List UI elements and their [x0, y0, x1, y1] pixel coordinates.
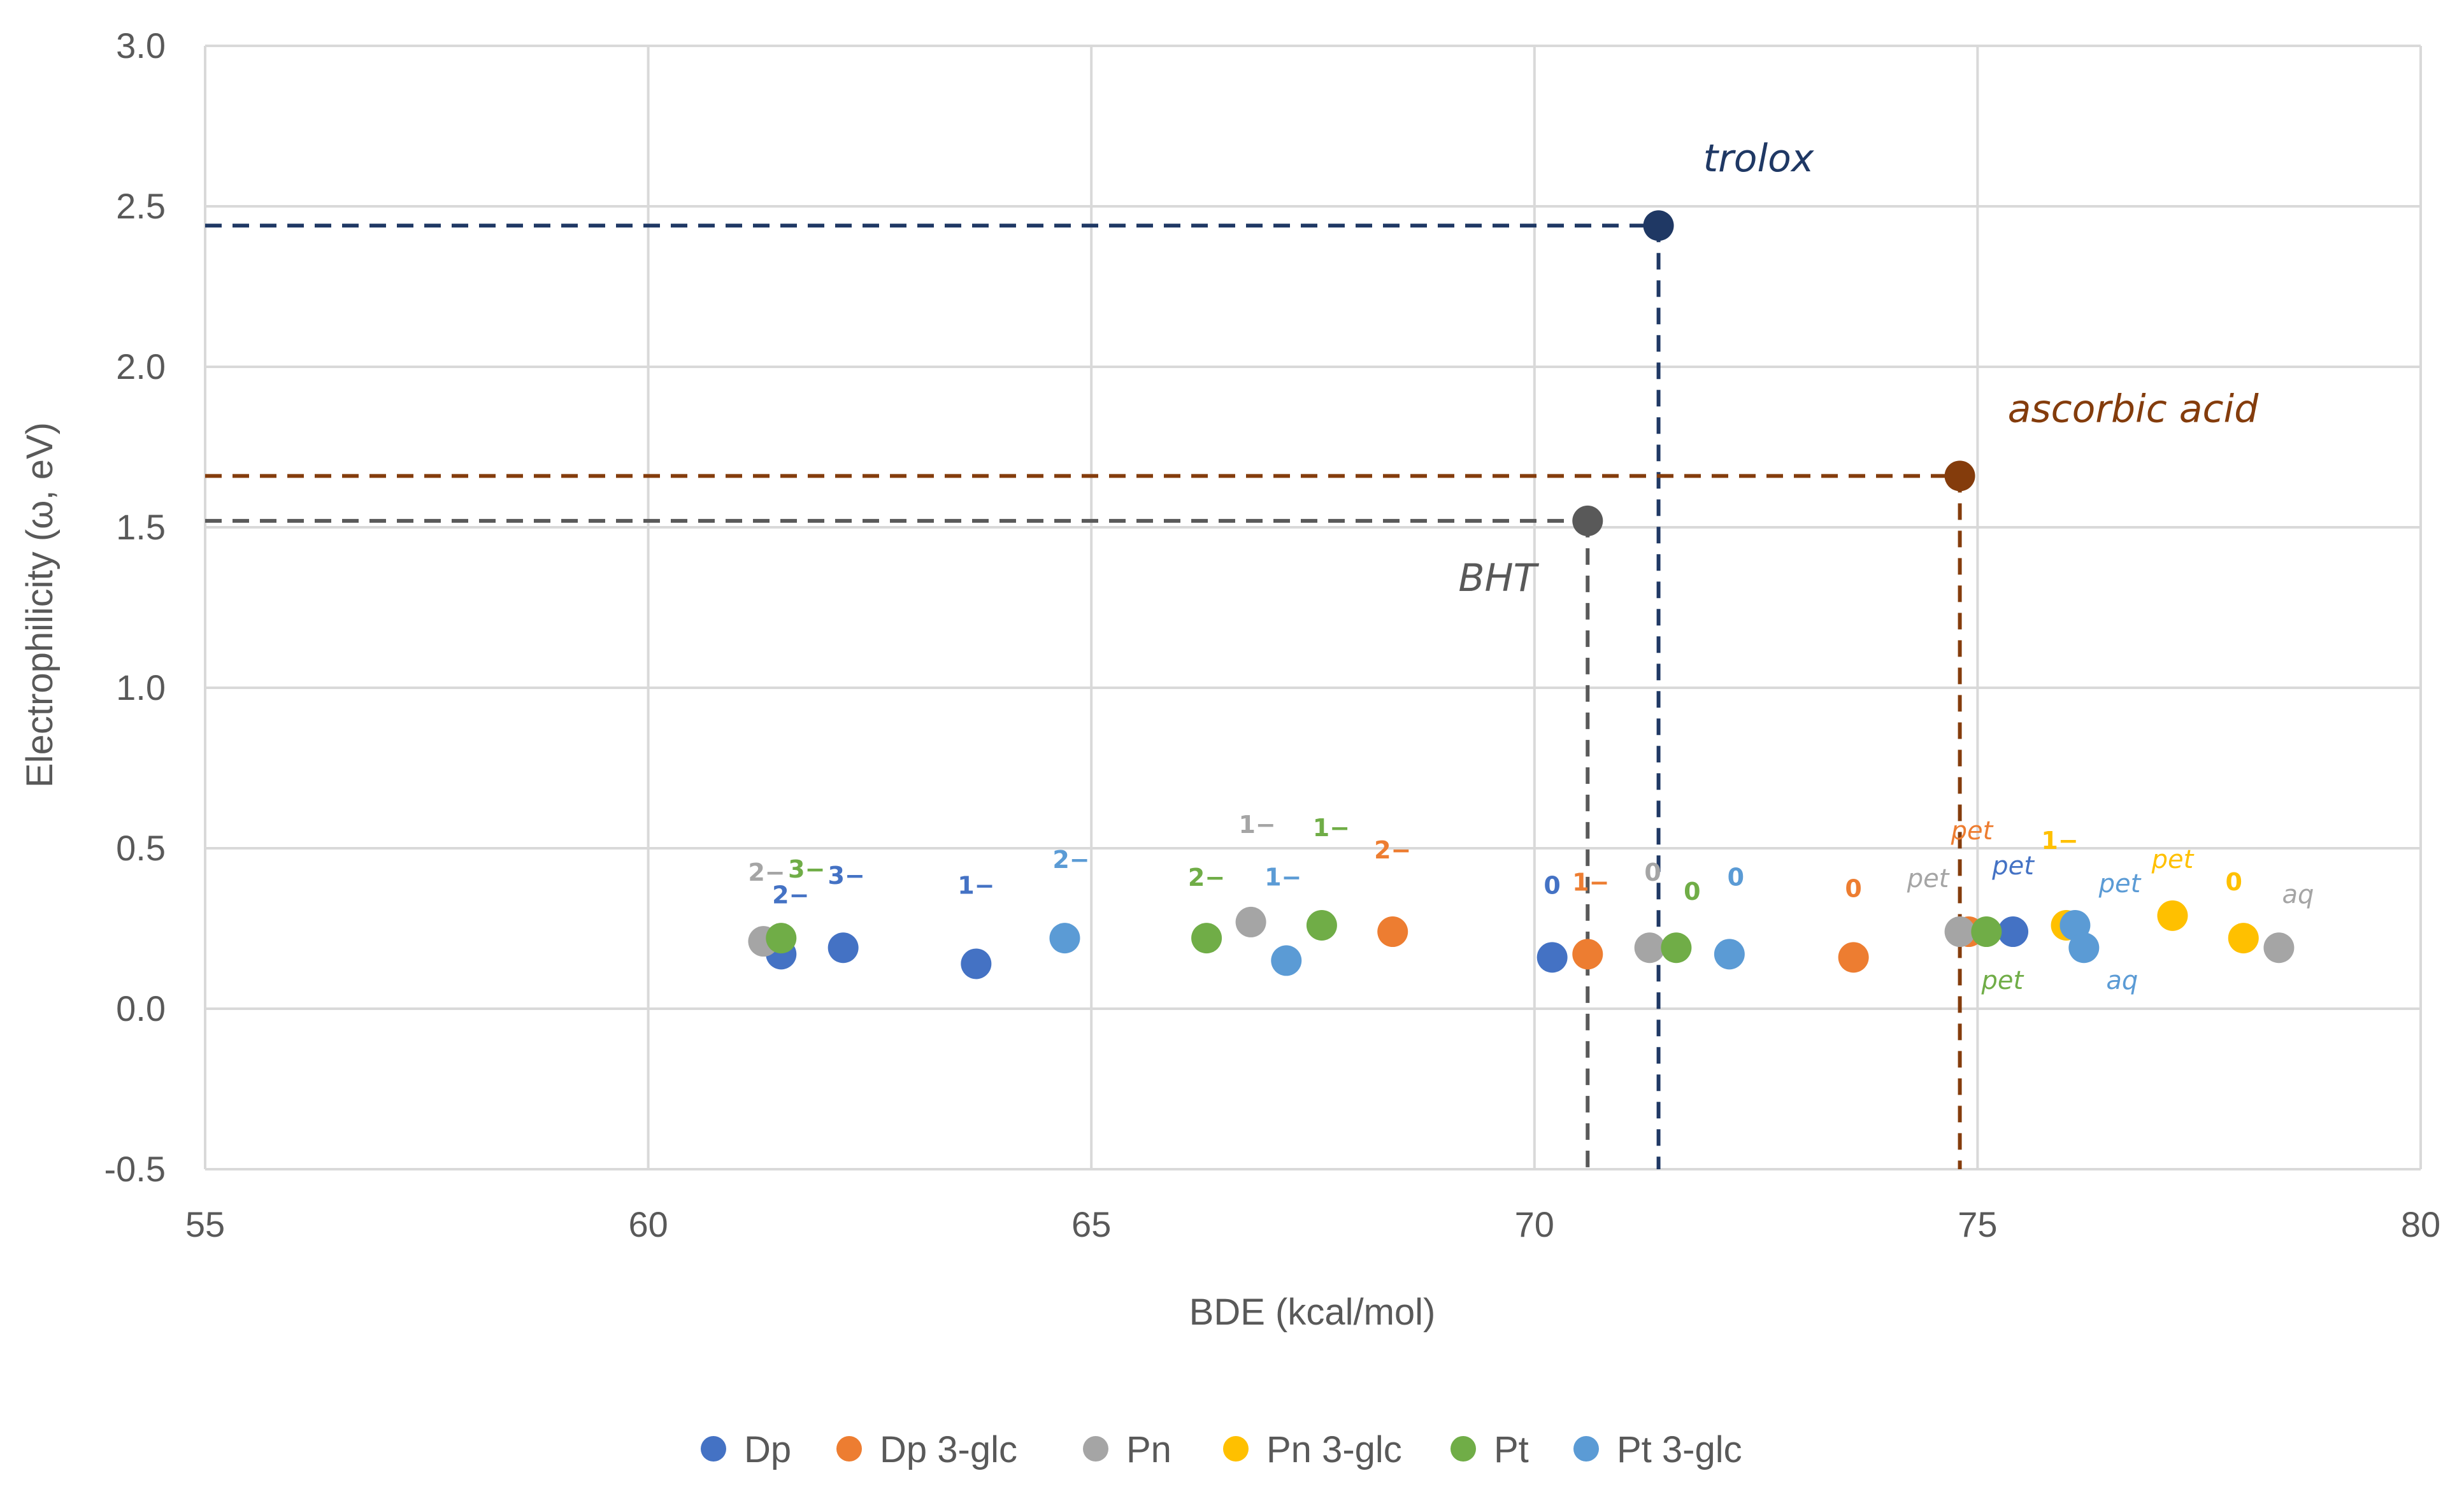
data-label: 0 [2226, 868, 2242, 896]
data-point [1572, 939, 1603, 970]
data-point [961, 948, 992, 979]
legend-item: Pt [1450, 1429, 1529, 1470]
data-label: 0 [1845, 874, 1861, 902]
x-tick-label: 70 [1515, 1204, 1554, 1244]
data-point [1235, 906, 1266, 937]
data-point [1998, 916, 2029, 948]
reference-label: trolox [1703, 136, 1814, 181]
data-point [1661, 932, 1692, 964]
legend-item: Dp 3-glc [836, 1429, 1017, 1470]
data-label: 2− [1188, 864, 1225, 892]
legend-item: Pn [1083, 1429, 1171, 1470]
legend-marker [1573, 1436, 1599, 1462]
x-axis-title: BDE (kcal/mol) [1189, 1291, 1436, 1333]
y-axis-title: Electrophilicity (ω, eV) [19, 422, 61, 788]
y-tick-label: 2.0 [116, 346, 166, 387]
data-label: 0 [1684, 878, 1700, 906]
y-tick-label: 1.0 [116, 667, 166, 708]
legend-label: Pt [1494, 1429, 1529, 1470]
legend-marker [701, 1436, 726, 1462]
reference-point [1572, 505, 1603, 536]
data-point [2157, 900, 2188, 931]
legend-marker [1083, 1436, 1108, 1462]
legend-label: Pn 3-glc [1266, 1429, 1402, 1470]
x-tick-label: 60 [628, 1204, 668, 1244]
data-label: pet [2098, 869, 2142, 899]
x-tick-label: 65 [1071, 1204, 1111, 1244]
data-label: 2− [1374, 836, 1411, 864]
legend-item: Pn 3-glc [1223, 1429, 1402, 1470]
x-tick-label: 75 [1958, 1204, 1997, 1244]
data-label: aq [2282, 880, 2314, 909]
data-label: 2− [748, 858, 785, 886]
data-label: 2− [1052, 846, 1089, 874]
data-label: 1− [1264, 863, 1301, 891]
x-tick-label: 80 [2401, 1204, 2440, 1244]
data-label: pet [1907, 864, 1950, 893]
data-label: 0 [1644, 858, 1661, 886]
data-label: 0 [1544, 871, 1560, 899]
axes: -0.5 0.0 0.5 1.0 1.5 2.0 2.5 3.0 55 60 65 70 75 80 [104, 25, 2441, 1244]
legend-marker [1223, 1436, 1249, 1462]
data-label: pet [1951, 816, 1994, 846]
data-points [748, 210, 2295, 979]
y-tick-label: 1.5 [116, 507, 166, 547]
legend-label: Dp 3-glc [880, 1429, 1017, 1470]
legend-item: Pt 3-glc [1573, 1429, 1742, 1470]
data-point [1049, 923, 1080, 954]
data-label: 3− [828, 862, 865, 890]
data-label: 1− [1238, 811, 1275, 839]
data-point [1536, 942, 1568, 973]
data-label: 2− [772, 881, 809, 909]
data-point [1971, 916, 2002, 948]
legend-marker [1450, 1436, 1476, 1462]
legend-label: Dp [744, 1429, 791, 1470]
y-tick-label: 3.0 [116, 25, 166, 66]
reference-point [1944, 460, 1975, 492]
data-point [827, 932, 859, 964]
legend: Dp Dp 3-glc Pn Pn 3-glc Pt Pt 3-glc [701, 1429, 1742, 1470]
legend-marker [836, 1436, 862, 1462]
data-point [2263, 932, 2295, 964]
data-point [1634, 932, 1665, 964]
data-label: pet [1991, 851, 2035, 881]
data-point [1191, 923, 1222, 954]
data-point [1271, 945, 1302, 976]
data-label: 3− [788, 855, 825, 883]
data-point [1838, 942, 1869, 973]
data-label: 1− [1313, 814, 1350, 842]
y-tick-label: 2.5 [116, 186, 166, 226]
data-label: 0 [1728, 863, 1744, 891]
data-point [1944, 916, 1975, 948]
data-point [2228, 923, 2259, 954]
data-point [1306, 909, 1337, 941]
data-point [766, 923, 797, 954]
data-label: 1− [2041, 827, 2078, 855]
data-label: aq [2106, 966, 2138, 995]
y-tick-label: 0.5 [116, 828, 166, 868]
data-label: pet [2151, 845, 2195, 874]
legend-label: Pt 3-glc [1617, 1429, 1742, 1470]
reference-lines [205, 224, 1962, 1169]
data-point [2068, 932, 2100, 964]
legend-label: Pn [1126, 1429, 1171, 1470]
data-label: 1− [957, 871, 994, 899]
y-tick-label: -0.5 [104, 1149, 166, 1189]
reference-point [1643, 210, 1674, 241]
x-tick-label: 55 [185, 1204, 225, 1244]
legend-item: Dp [701, 1429, 791, 1470]
reference-label: ascorbic acid [2008, 387, 2260, 431]
data-point [1714, 939, 1745, 970]
data-point [1377, 916, 1408, 948]
data-label: 1− [1572, 868, 1609, 896]
y-tick-label: 0.0 [116, 988, 166, 1028]
reference-label: BHT [1458, 556, 1539, 601]
grid-lines [204, 45, 2422, 1170]
data-label: pet [1981, 966, 2024, 995]
